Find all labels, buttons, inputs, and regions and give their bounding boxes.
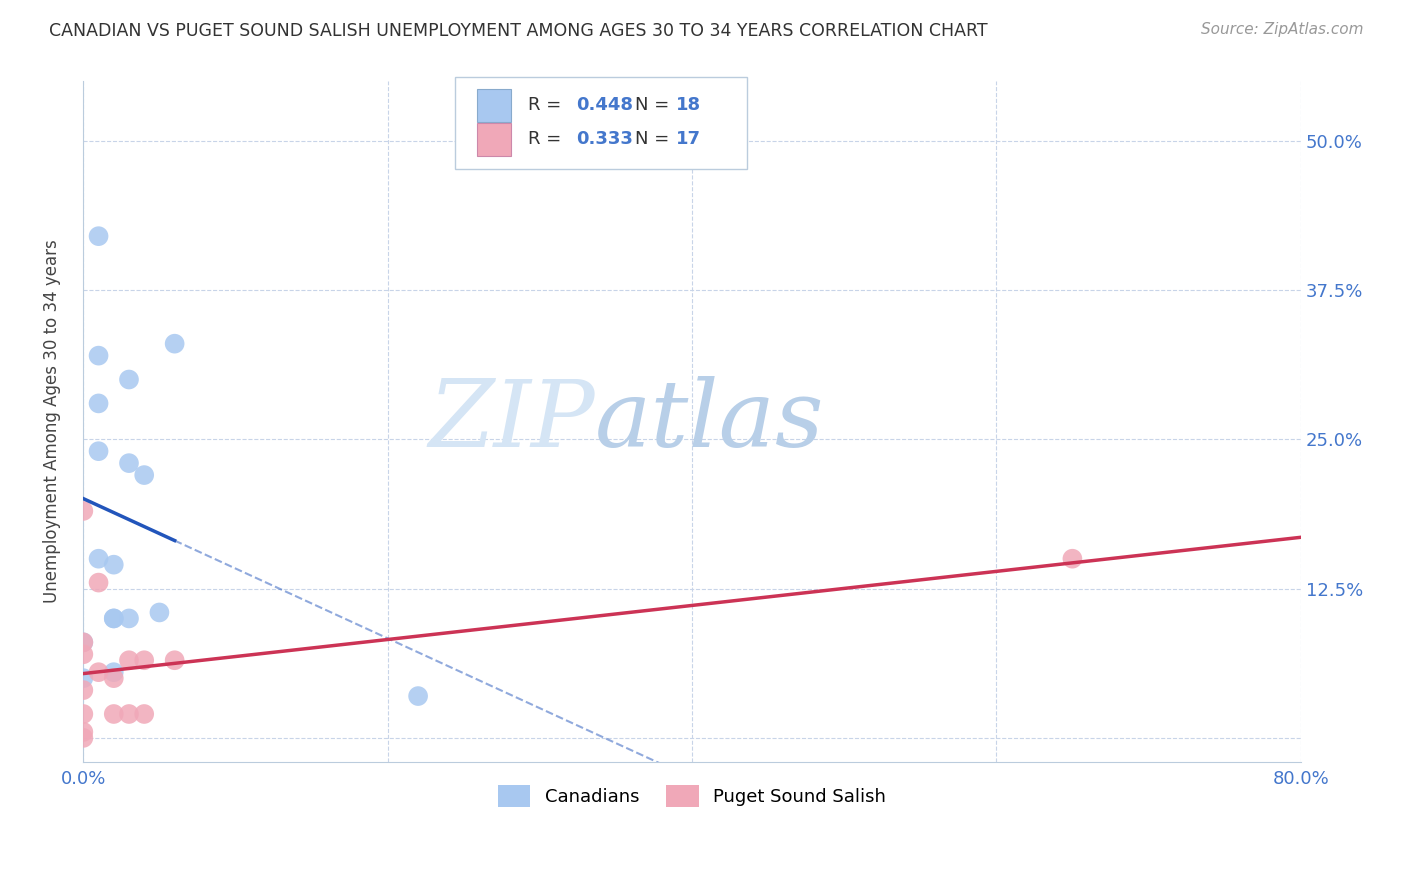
Point	[87, 665, 110, 680]
Point	[72, 504, 94, 518]
Text: 0.448: 0.448	[576, 96, 633, 114]
Point	[103, 558, 125, 572]
Point	[134, 468, 156, 483]
Point	[72, 671, 94, 685]
Point	[87, 396, 110, 410]
Point	[87, 229, 110, 244]
Point	[103, 611, 125, 625]
FancyBboxPatch shape	[454, 78, 747, 169]
Point	[118, 611, 141, 625]
Text: R =: R =	[527, 130, 567, 148]
Point	[87, 349, 110, 363]
Point	[87, 551, 110, 566]
Point	[148, 606, 170, 620]
Point	[134, 653, 156, 667]
Point	[118, 372, 141, 386]
Y-axis label: Unemployment Among Ages 30 to 34 years: Unemployment Among Ages 30 to 34 years	[44, 239, 60, 603]
Point	[72, 683, 94, 698]
FancyBboxPatch shape	[477, 89, 510, 121]
Point	[72, 635, 94, 649]
Point	[134, 706, 156, 721]
Point	[103, 671, 125, 685]
Text: N =: N =	[634, 130, 675, 148]
Text: Source: ZipAtlas.com: Source: ZipAtlas.com	[1201, 22, 1364, 37]
Text: R =: R =	[527, 96, 567, 114]
Point	[72, 635, 94, 649]
Point	[103, 706, 125, 721]
Legend: Canadians, Puget Sound Salish: Canadians, Puget Sound Salish	[491, 778, 893, 814]
Text: 17: 17	[676, 130, 702, 148]
Point	[118, 706, 141, 721]
Text: 0.333: 0.333	[576, 130, 633, 148]
Text: atlas: atlas	[595, 376, 824, 467]
Point	[406, 689, 429, 703]
Text: N =: N =	[634, 96, 675, 114]
Point	[118, 456, 141, 470]
Text: 18: 18	[676, 96, 702, 114]
Point	[72, 725, 94, 739]
Point	[163, 336, 186, 351]
Point	[1062, 551, 1084, 566]
Point	[87, 575, 110, 590]
Point	[103, 611, 125, 625]
Point	[103, 665, 125, 680]
Point	[72, 706, 94, 721]
Text: ZIP: ZIP	[427, 376, 595, 467]
FancyBboxPatch shape	[477, 123, 510, 156]
Text: CANADIAN VS PUGET SOUND SALISH UNEMPLOYMENT AMONG AGES 30 TO 34 YEARS CORRELATIO: CANADIAN VS PUGET SOUND SALISH UNEMPLOYM…	[49, 22, 988, 40]
Point	[72, 647, 94, 661]
Point	[118, 653, 141, 667]
Point	[163, 653, 186, 667]
Point	[72, 731, 94, 745]
Point	[87, 444, 110, 458]
